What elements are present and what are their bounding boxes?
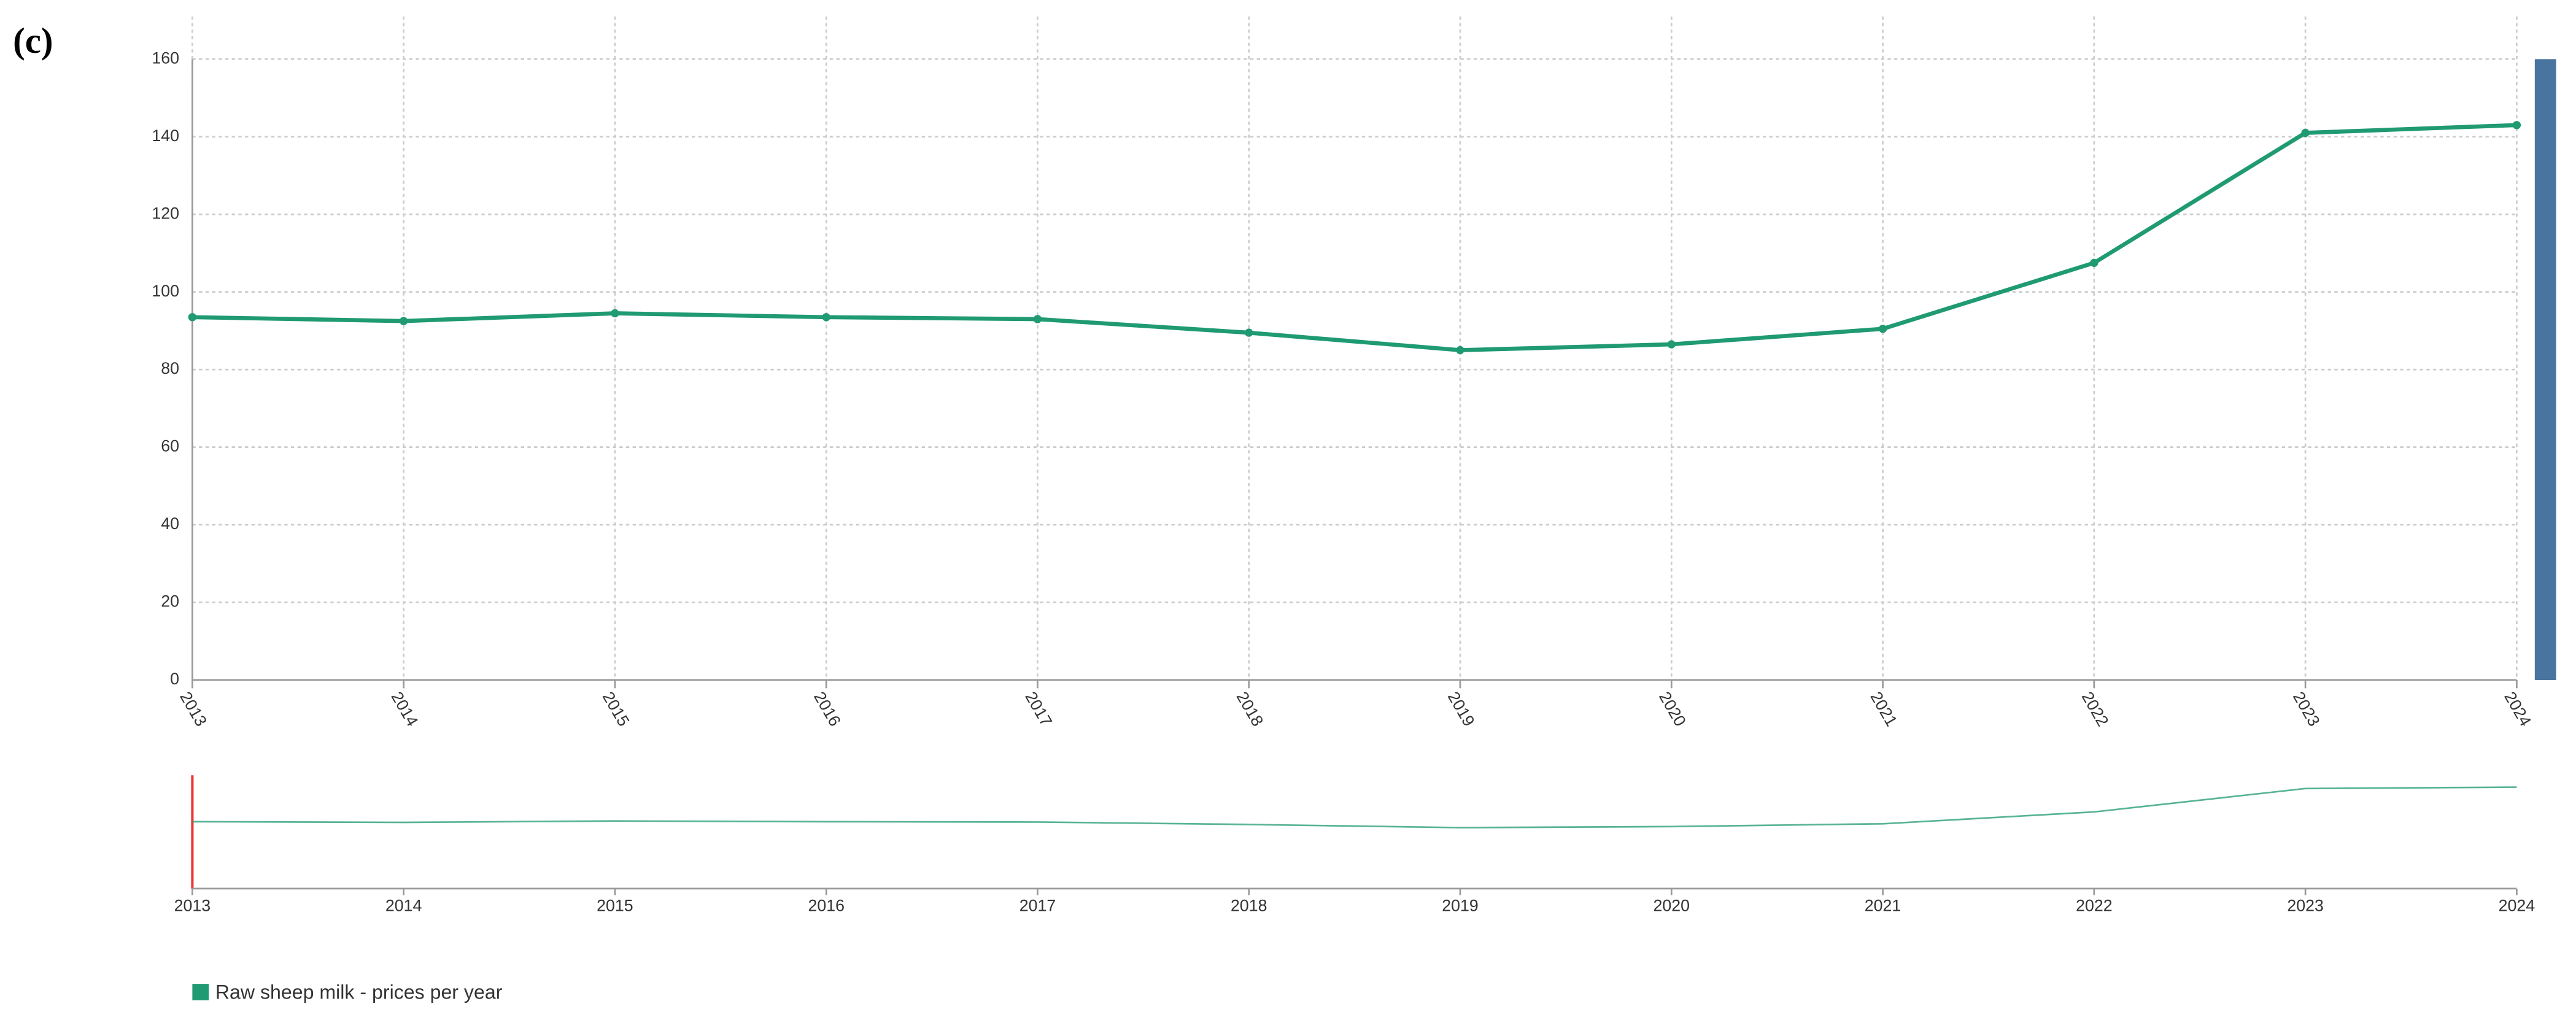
point [2301, 128, 2310, 137]
x-tick-label: 2015 [599, 689, 633, 730]
y-tick-label: 0 [170, 670, 179, 688]
point [1245, 328, 1253, 337]
point [1456, 346, 1464, 355]
y-tick-label: 140 [152, 126, 179, 145]
navigator-line [192, 786, 2517, 829]
panel-label: (c) [13, 21, 53, 61]
scroll-bar[interactable] [2534, 59, 2556, 680]
point [1033, 315, 1042, 323]
y-tick-label: 40 [161, 514, 179, 533]
x-tick-label: 2024 [2501, 689, 2535, 730]
x-tick-label: 2021 [1866, 689, 1901, 730]
y-tick-label: 160 [152, 48, 179, 67]
point [822, 313, 830, 322]
point [611, 309, 619, 318]
navigator-x-label: 2016 [808, 896, 845, 914]
navigator-x-label: 2019 [1442, 896, 1479, 914]
navigator-x-label: 2015 [597, 896, 633, 914]
x-tick-label: 2019 [1444, 689, 1479, 730]
y-tick-label: 120 [152, 204, 179, 222]
navigator-x-label: 2018 [1231, 896, 1267, 914]
navigator-x-label: 2022 [2076, 896, 2113, 914]
navigator-x-label: 2020 [1654, 896, 1690, 914]
y-tick-label: 100 [152, 282, 179, 300]
legend-label: Raw sheep milk - prices per year [215, 981, 503, 1003]
legend-swatch [192, 984, 209, 1000]
x-tick-label: 2018 [1233, 689, 1267, 730]
point [2512, 121, 2521, 129]
point [188, 313, 197, 322]
x-tick-label: 2023 [2289, 689, 2324, 730]
point [1667, 340, 1676, 349]
x-tick-label: 2013 [176, 689, 211, 730]
x-tick-label: 2016 [810, 689, 845, 730]
line [192, 123, 2517, 352]
point [2090, 258, 2098, 267]
x-tick-label: 2020 [1655, 689, 1690, 730]
y-tick-label: 80 [161, 359, 179, 377]
x-tick-label: 2022 [2078, 689, 2113, 730]
y-tick-label: 20 [161, 592, 179, 611]
y-tick-label: 60 [161, 437, 179, 455]
navigator-x-label: 2014 [385, 896, 422, 914]
x-tick-label: 2014 [387, 689, 422, 730]
navigator-x-label: 2021 [1865, 896, 1901, 914]
navigator-x-label: 2017 [1019, 896, 1056, 914]
point [399, 317, 408, 325]
navigator-x-label: 2023 [2287, 896, 2324, 914]
point [1878, 325, 1887, 333]
navigator-x-label: 2013 [174, 896, 211, 914]
x-tick-label: 2017 [1021, 689, 1056, 730]
navigator-x-label: 2024 [2499, 896, 2535, 914]
